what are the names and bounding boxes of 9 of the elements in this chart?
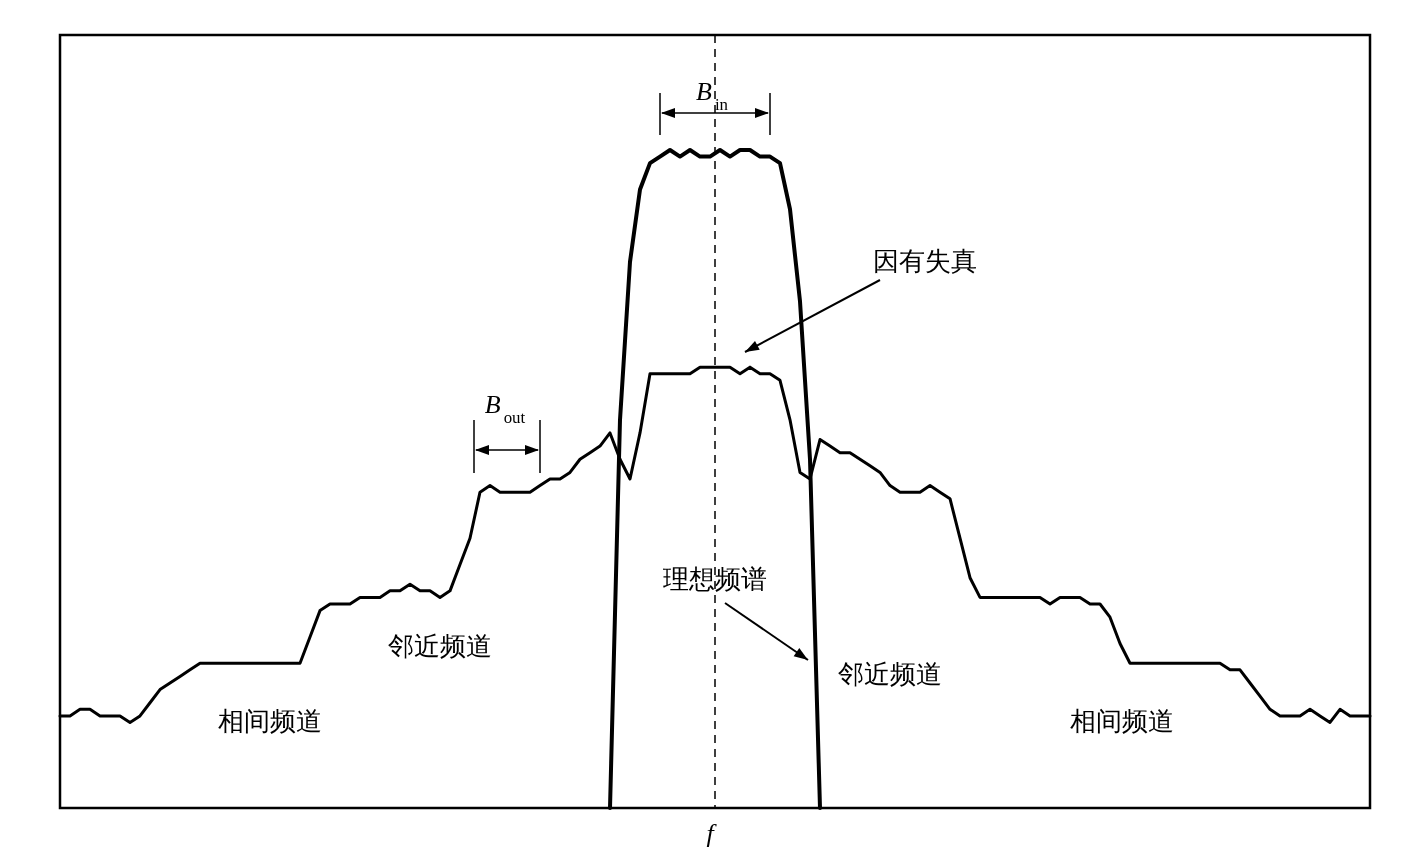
annotation: 相间频道 — [218, 707, 322, 736]
annotation: 因有失真 — [873, 247, 977, 276]
annotation: 邻近频道 — [388, 632, 492, 661]
x-axis-title: f — [706, 819, 718, 848]
annotation: 相间频道 — [1070, 707, 1174, 736]
annotation: B$_{out}$ — [484, 390, 526, 427]
annotation: 邻近频道 — [838, 660, 942, 689]
text: B$_{in}$ — [695, 77, 729, 114]
annotation: 理想频谱 — [663, 565, 767, 594]
